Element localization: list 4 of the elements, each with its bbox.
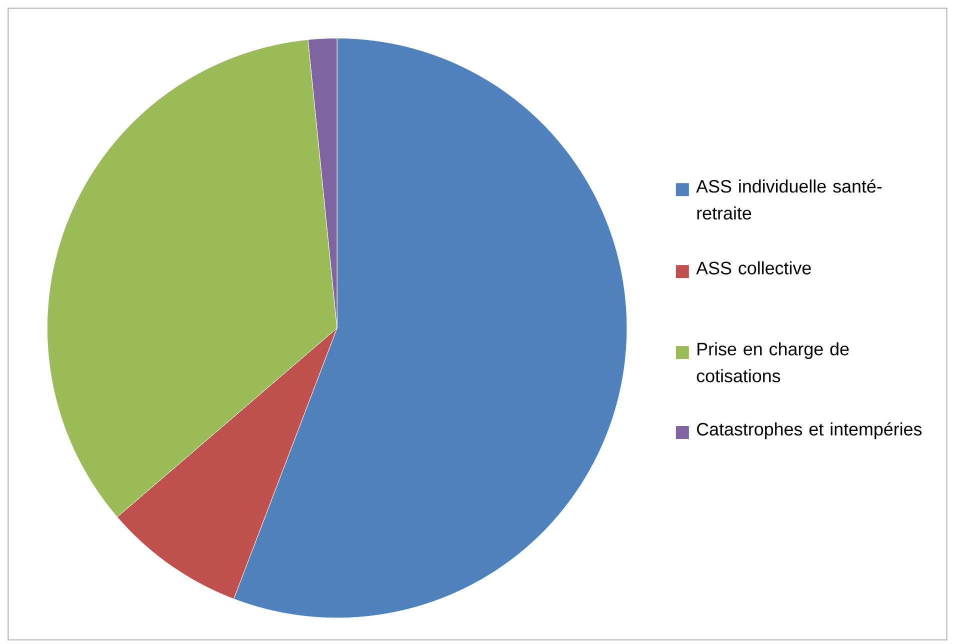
legend-label: ASS individuelle santé-retraite [696, 179, 882, 220]
legend-label: Prise en charge de cotisations [696, 342, 849, 382]
legend-label: Catastrophes et intempéries [697, 422, 922, 440]
legend-label: ASS collective [696, 261, 811, 274]
